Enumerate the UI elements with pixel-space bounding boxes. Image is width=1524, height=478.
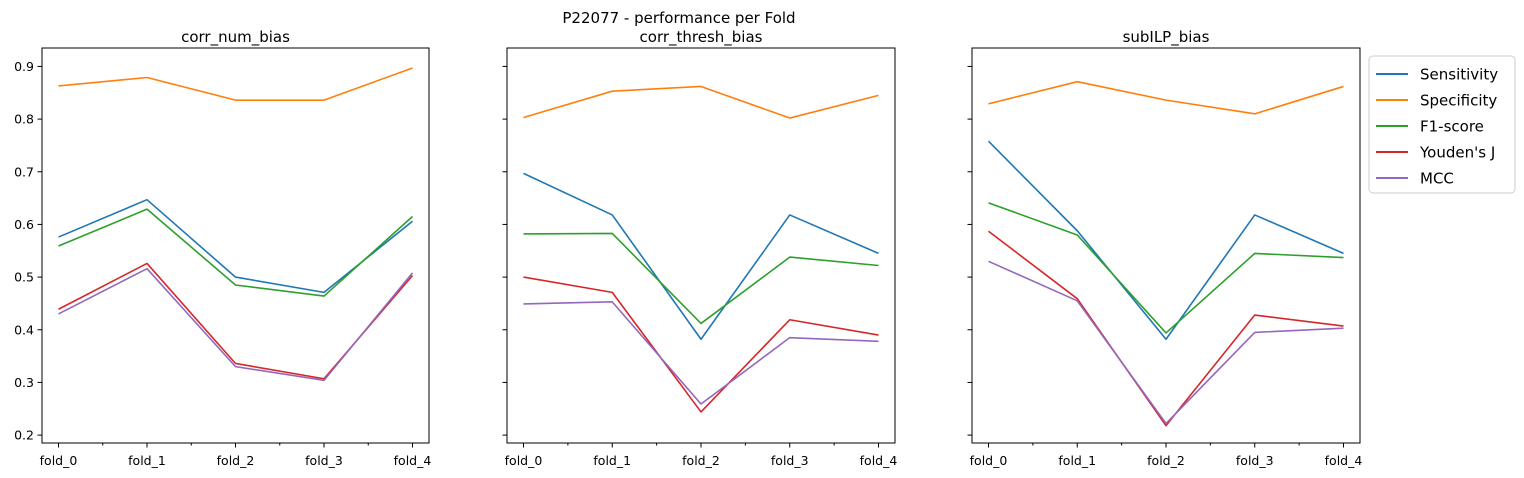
legend-label-mcc: MCC	[1420, 170, 1454, 188]
x-tick-label: fold_3	[1236, 453, 1274, 468]
panel-title-corr-thresh-bias: corr_thresh_bias	[640, 28, 763, 47]
x-tick-label: fold_1	[128, 453, 166, 468]
series-line-specificity	[58, 67, 413, 101]
y-tick-label: 0.3	[14, 375, 34, 390]
series-line-f1-score	[988, 202, 1344, 334]
panel-corr-thresh-bias: corr_thresh_bias fold_0 fold_1 fold_2 fold_…	[502, 28, 898, 468]
legend-label-sensitivity: Sensitivity	[1420, 66, 1498, 84]
series-line-specificity	[988, 80, 1344, 115]
x-tick-label: fold_4	[394, 453, 432, 468]
legend: Sensitivity Specificity F1-score Youden'…	[1368, 55, 1516, 194]
series-line-mcc	[523, 301, 879, 405]
x-tick-label: fold_0	[970, 453, 1008, 468]
x-tick-label: fold_0	[40, 453, 78, 468]
panel-title-subilp-bias: subILP_bias	[1123, 28, 1210, 47]
series-line-youden-s-j	[523, 276, 879, 413]
x-tick-label: fold_2	[1147, 453, 1185, 468]
series-line-f1-score	[58, 208, 414, 297]
x-tick-label: fold_1	[1058, 453, 1096, 468]
y-tick-label: 0.4	[14, 322, 34, 337]
figure-suptitle: P22077 - performance per Fold	[562, 9, 795, 27]
x-tick-label: fold_4	[1325, 453, 1363, 468]
series-line-specificity	[523, 85, 879, 119]
panel-corr-num-bias: corr_num_bias 0.2 0.3 0.4 0.5 0.6 0.7 0.8 0.9 fo…	[14, 28, 431, 468]
legend-label-youdens-j: Youden's J	[1419, 144, 1495, 162]
panel-title-corr-num-bias: corr_num_bias	[181, 28, 290, 47]
y-tick-label: 0.7	[14, 164, 34, 179]
x-tick-label: fold_2	[217, 453, 255, 468]
legend-label-specificity: Specificity	[1420, 92, 1497, 110]
panel-subilp-bias: subILP_bias fold_0 fold_1 fold_2 fold_3 fold…	[967, 28, 1363, 468]
series-line-f1-score	[523, 232, 879, 325]
series-line-sensitivity	[523, 172, 879, 341]
series-line-mcc	[988, 260, 1344, 425]
x-tick-label: fold_2	[682, 453, 720, 468]
x-tick-label: fold_1	[593, 453, 631, 468]
x-tick-label: fold_4	[860, 453, 898, 468]
x-tick-label: fold_3	[771, 453, 809, 468]
legend-label-f1-score: F1-score	[1420, 118, 1484, 136]
legend-frame	[1368, 55, 1516, 194]
axes-frame	[41, 47, 430, 444]
series-line-youden-s-j	[988, 230, 1344, 427]
y-tick-label: 0.2	[14, 428, 34, 443]
x-tick-label: fold_3	[305, 453, 343, 468]
y-tick-label: 0.9	[14, 59, 34, 74]
axes-frame	[971, 47, 1361, 444]
y-tick-label: 0.8	[14, 112, 34, 127]
series-line-sensitivity	[987, 140, 1344, 341]
x-tick-label: fold_0	[505, 453, 543, 468]
y-tick-label: 0.6	[14, 217, 34, 232]
y-tick-label: 0.5	[14, 270, 34, 285]
series-line-mcc	[58, 267, 414, 382]
axes-frame	[506, 47, 896, 444]
